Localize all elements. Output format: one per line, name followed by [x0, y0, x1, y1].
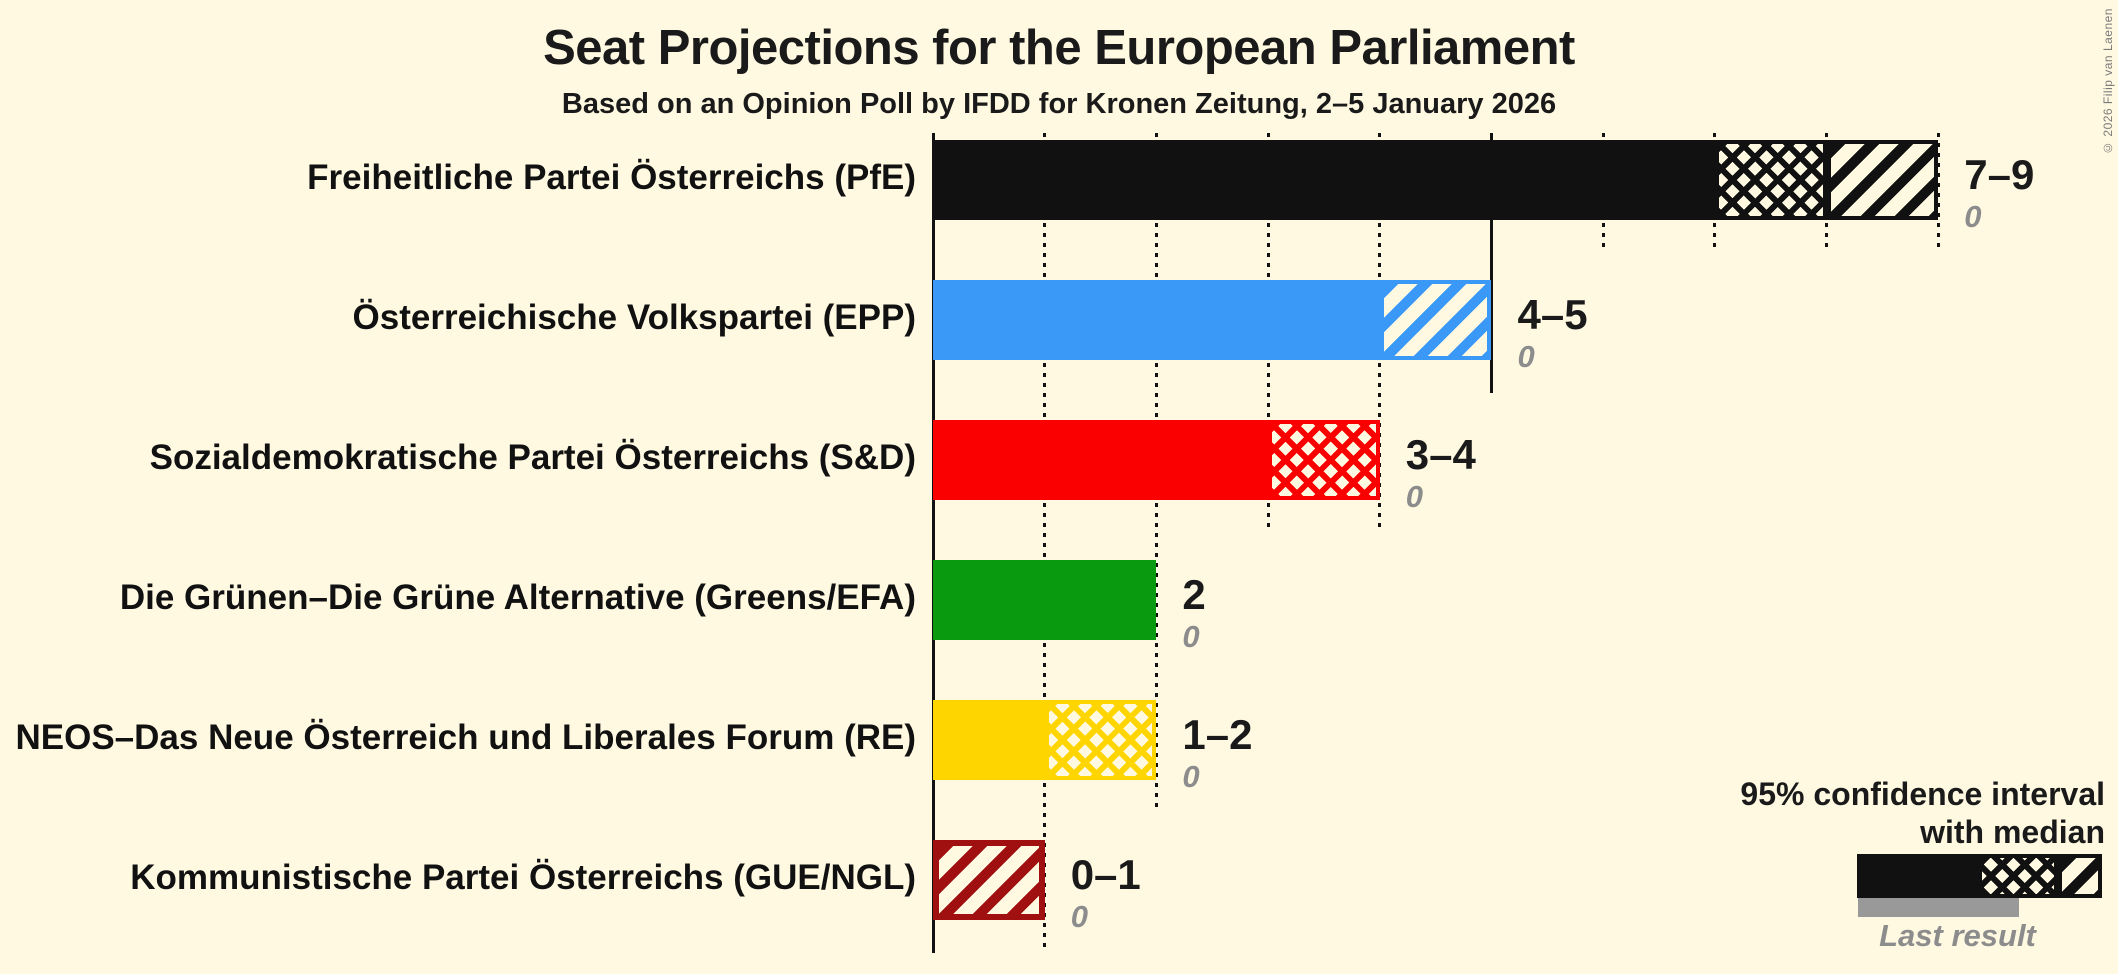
seat-range-label: 1–2 [1182, 711, 1253, 758]
legend-ci-line1: 95% confidence interval [1740, 776, 2105, 812]
gridline-1 [1043, 133, 1047, 953]
seat-range-label: 4–5 [1517, 291, 1588, 338]
ci-bar-upper-diagonal-segment [1826, 140, 1939, 220]
party-label: Die Grünen–Die Grüne Alternative (Greens… [119, 578, 916, 617]
seat-range-label: 2 [1182, 571, 1206, 618]
seat-range-label: 0–1 [1070, 851, 1141, 898]
seat-range-label: 7–9 [1964, 151, 2035, 198]
ci-bar [933, 840, 1045, 920]
ci-bar [933, 280, 1492, 360]
value-label-group: 3–4 0 [1405, 431, 1476, 514]
ci-bar-upper-diagonal-segment [933, 840, 1045, 920]
ci-bar-solid-segment [933, 140, 1715, 220]
legend-last-result-label: Last result [1879, 918, 2036, 953]
legend-last-result-bar [1858, 898, 2019, 917]
last-result-value: 0 [1182, 759, 1200, 794]
last-result-value: 0 [1070, 899, 1088, 934]
legend-ci-line2: with median [1920, 814, 2105, 850]
ci-bar-solid-segment [933, 420, 1269, 500]
ci-bar [933, 560, 1157, 640]
last-result-value: 0 [1182, 619, 1200, 654]
ci-bar [933, 700, 1157, 780]
party-label: Freiheitliche Partei Österreichs (PfE) [307, 158, 916, 197]
value-label-group: 1–2 0 [1182, 711, 1253, 794]
party-label: Sozialdemokratische Partei Österreichs (… [149, 438, 916, 477]
party-label: Österreichische Volkspartei (EPP) [352, 298, 916, 337]
copyright-note: © 2026 Filip van Laenen [2101, 8, 2115, 155]
last-result-value: 0 [1517, 339, 1535, 374]
last-result-value: 0 [1405, 479, 1424, 514]
ci-bar-median-crosshatch-segment [1268, 420, 1380, 500]
axis-line [931, 133, 935, 953]
legend-sample-bar [1857, 854, 2102, 898]
ci-bar-solid-segment [933, 280, 1380, 360]
ci-bar-solid-segment [933, 700, 1045, 780]
seat-range-label: 3–4 [1405, 431, 1476, 478]
ci-bar [933, 140, 1939, 220]
legend-crosshatch-segment [1978, 854, 2058, 898]
gridline-9 [1936, 133, 1940, 253]
ci-bar-upper-diagonal-segment [1379, 280, 1492, 360]
party-label: NEOS–Das Neue Österreich und Liberales F… [15, 718, 916, 757]
value-label-group: 0–1 0 [1070, 851, 1141, 934]
last-result-value: 0 [1964, 199, 1982, 234]
ci-bar [933, 420, 1380, 500]
legend-solid-segment [1857, 854, 1978, 898]
ci-bar-median-crosshatch-segment [1044, 700, 1157, 780]
party-label: Kommunistische Partei Österreichs (GUE/N… [130, 858, 916, 897]
page-subtitle: Based on an Opinion Poll by IFDD for Kro… [561, 88, 1557, 120]
ci-bar-solid-segment [933, 560, 1157, 640]
ci-bar-median-crosshatch-segment [1714, 140, 1827, 220]
value-label-group: 4–5 0 [1517, 291, 1588, 374]
legend-diagonal-segment [2058, 854, 2102, 898]
value-label-group: 7–9 0 [1964, 151, 2035, 234]
page-title: Seat Projections for the European Parlia… [543, 21, 1575, 75]
gridline-5-major [1490, 133, 1493, 393]
